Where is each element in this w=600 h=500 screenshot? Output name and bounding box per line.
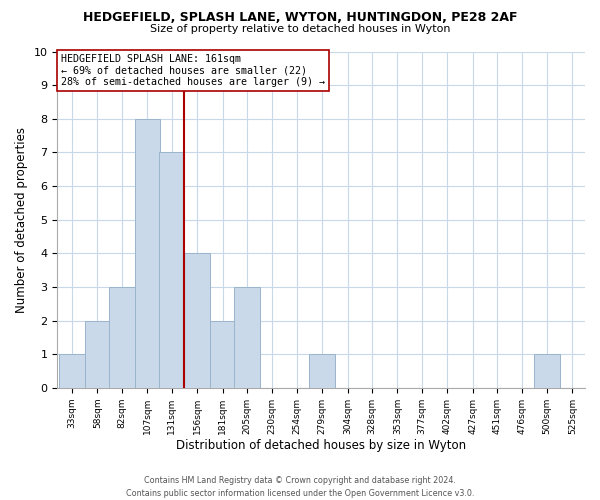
Text: Contains HM Land Registry data © Crown copyright and database right 2024.
Contai: Contains HM Land Registry data © Crown c… xyxy=(126,476,474,498)
Bar xyxy=(59,354,85,388)
Bar xyxy=(534,354,560,388)
Text: HEDGEFIELD SPLASH LANE: 161sqm
← 69% of detached houses are smaller (22)
28% of : HEDGEFIELD SPLASH LANE: 161sqm ← 69% of … xyxy=(61,54,325,88)
Bar xyxy=(109,287,134,388)
Bar xyxy=(85,320,110,388)
Text: Size of property relative to detached houses in Wyton: Size of property relative to detached ho… xyxy=(150,24,450,34)
X-axis label: Distribution of detached houses by size in Wyton: Distribution of detached houses by size … xyxy=(176,440,466,452)
Bar xyxy=(234,287,260,388)
Y-axis label: Number of detached properties: Number of detached properties xyxy=(15,126,28,312)
Bar xyxy=(310,354,335,388)
Text: HEDGEFIELD, SPLASH LANE, WYTON, HUNTINGDON, PE28 2AF: HEDGEFIELD, SPLASH LANE, WYTON, HUNTINGD… xyxy=(83,11,517,24)
Bar xyxy=(159,152,184,388)
Bar xyxy=(184,254,210,388)
Bar xyxy=(210,320,235,388)
Bar xyxy=(134,119,160,388)
